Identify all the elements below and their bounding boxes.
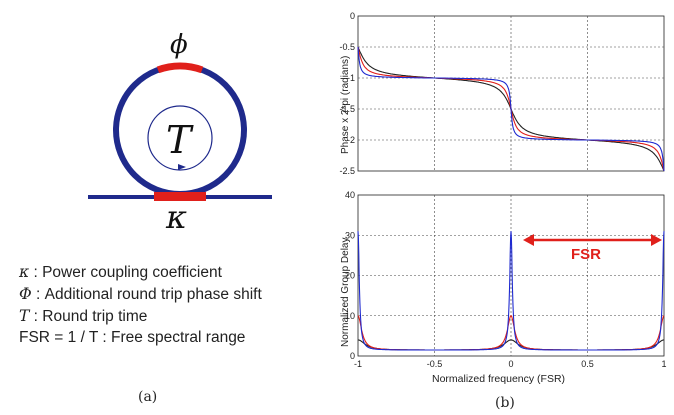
circulation-arrow-icon [178,164,186,170]
legend-symbol: Φ [19,285,32,303]
round-trip-time-symbol: T [166,118,192,162]
legend-row-period: T : Round trip time [19,307,147,326]
y-tick-label: 20 [345,271,355,281]
y-tick-label: 0 [350,351,355,361]
legend-row-kappa: κ : Power coupling coefficient [19,263,222,282]
circulation-circle [147,105,213,171]
y-tick-label: -1.5 [339,104,355,114]
y-tick-label: 10 [345,311,355,321]
legend-symbol: κ [19,263,30,281]
caption-b: (b) [495,395,515,411]
legend-text: : Power coupling coefficient [29,264,222,281]
legend-text: FSR = 1 / T : Free spectral range [19,329,246,346]
legend-row-phase: Φ : Additional round trip phase shift [19,285,262,304]
fsr-arrow-left-icon [523,234,534,246]
x-tick-label: -1 [354,359,362,369]
phase-plot: 0 -0.5 -1 -1.5 -2 -2.5 [339,11,665,176]
y-tick-label: -0.5 [339,42,355,52]
fsr-label: FSR [571,246,601,263]
x-tick-label: 0.5 [581,359,594,369]
phase-ylabel: Phase x 2*pi (radians) [340,55,351,154]
legend-row-fsr: FSR = 1 / T : Free spectral range [19,329,245,347]
y-tick-label: -2 [347,135,355,145]
y-tick-label: 30 [345,230,355,240]
y-tick-label: -2.5 [339,166,355,176]
y-tick-label: -1 [347,73,355,83]
delay-ylabel: Normalized Group Delay [340,237,351,348]
y-tick-label: 40 [345,190,355,200]
y-tick-label: 0 [350,11,355,21]
phase-series-line [357,46,665,172]
x-tick-label: 0 [508,359,513,369]
x-tick-label: -0.5 [427,359,443,369]
delay-xlabel: Normalized frequency (FSR) [432,373,566,385]
coupling-symbol: κ [166,198,187,236]
caption-a: (a) [138,389,158,405]
x-tick-label: 1 [661,359,666,369]
legend-text: : Round trip time [29,308,148,325]
legend-symbol: T [19,307,30,325]
group-delay-series-line [357,231,665,351]
fsr-arrow-right-icon [651,234,662,246]
phase-shifter-segment [156,62,204,74]
phase-symbol: ϕ [170,30,188,60]
ring-resonator-diagram [88,62,272,201]
legend-text: : Additional round trip phase shift [31,286,262,303]
fsr-annotation [523,234,662,246]
coupler-region [154,192,206,201]
